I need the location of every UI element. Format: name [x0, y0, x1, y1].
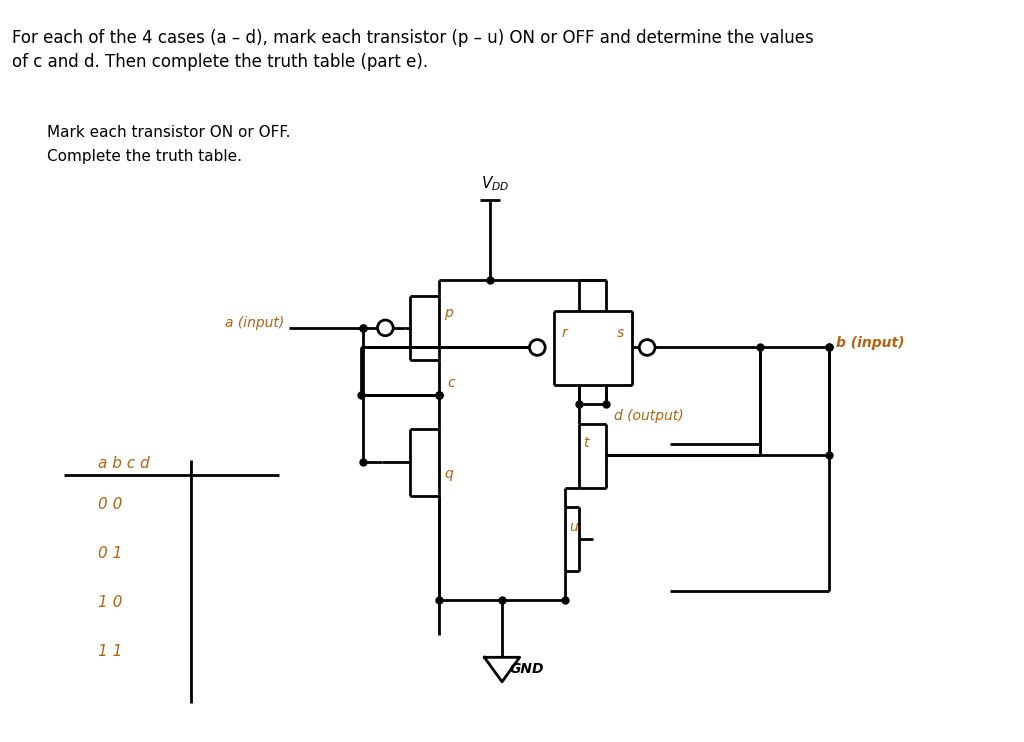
Text: of c and d. Then complete the truth table (part e).: of c and d. Then complete the truth tabl…: [11, 53, 428, 71]
Text: For each of the 4 cases (a – d), mark each transistor (p – u) ON or OFF and dete: For each of the 4 cases (a – d), mark ea…: [11, 29, 813, 47]
Text: d (output): d (output): [613, 410, 683, 423]
Text: Mark each transistor ON or OFF.: Mark each transistor ON or OFF.: [47, 125, 291, 140]
Text: r: r: [562, 326, 567, 340]
Circle shape: [639, 340, 655, 355]
Text: q: q: [444, 467, 453, 481]
Text: Complete the truth table.: Complete the truth table.: [47, 149, 242, 165]
Text: b (input): b (input): [837, 335, 905, 349]
Circle shape: [529, 340, 545, 355]
Text: 1 1: 1 1: [98, 644, 123, 659]
Text: p: p: [444, 306, 453, 320]
Text: $V_{DD}$: $V_{DD}$: [481, 174, 509, 192]
Text: u: u: [569, 519, 579, 533]
Text: 1 0: 1 0: [98, 595, 123, 610]
Circle shape: [378, 320, 393, 335]
Text: t: t: [584, 436, 589, 450]
Text: c: c: [447, 375, 455, 390]
Text: s: s: [617, 326, 625, 340]
Text: 0 1: 0 1: [98, 546, 123, 561]
Text: GND: GND: [510, 662, 545, 676]
Text: a (input): a (input): [225, 316, 285, 330]
Text: 0 0: 0 0: [98, 497, 123, 512]
Text: a b c d: a b c d: [98, 456, 150, 470]
